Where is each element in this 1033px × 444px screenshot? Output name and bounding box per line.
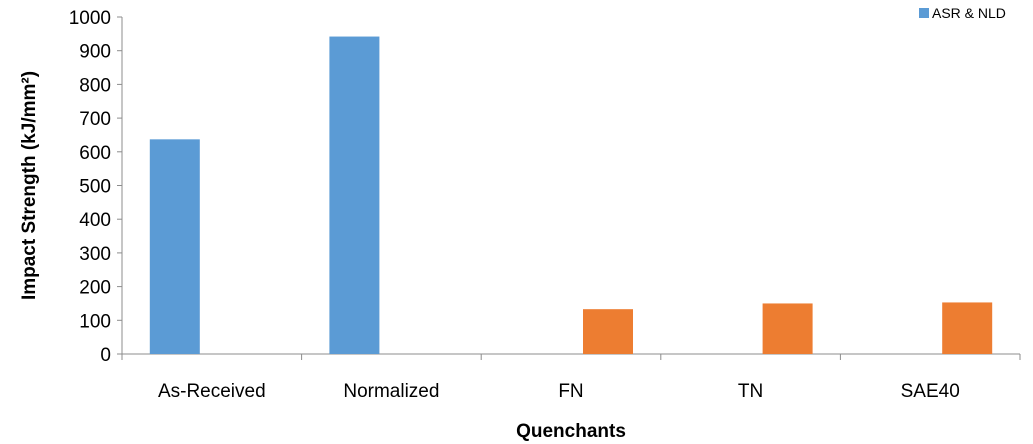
x-tick-label: Normalized xyxy=(343,381,439,402)
legend-swatch-asr-nld xyxy=(919,8,929,18)
y-axis-title: Impact Strength (kJ/mm²) xyxy=(19,71,40,300)
y-tick-label: 0 xyxy=(100,345,111,366)
bar-tn xyxy=(762,303,813,354)
bar-as-received xyxy=(149,139,200,354)
bar-sae40 xyxy=(942,302,993,354)
legend: ASR & NLD xyxy=(919,5,1006,21)
y-tick-label: 400 xyxy=(79,210,111,231)
bar-fn xyxy=(583,309,633,354)
x-tick-label: As-Received xyxy=(158,381,266,402)
plot-area: 0 100 200 300 400 500 600 700 800 900 1000 As-Recei… xyxy=(69,8,1021,402)
x-tick-label: TN xyxy=(738,381,763,402)
y-tick-label: 200 xyxy=(79,278,111,299)
y-tick-label: 600 xyxy=(79,143,111,164)
x-tick-label: SAE40 xyxy=(901,381,960,402)
y-tick-label: 500 xyxy=(79,177,111,198)
x-tick-label: FN xyxy=(558,381,583,402)
y-tick-label: 1000 xyxy=(69,8,111,29)
y-tick-label: 300 xyxy=(79,244,111,265)
x-axis-title: Quenchants xyxy=(516,421,626,442)
y-tick-label: 800 xyxy=(79,75,111,96)
y-tick-label: 700 xyxy=(79,109,111,130)
y-tick-label: 100 xyxy=(79,311,111,332)
y-tick-label: 900 xyxy=(79,42,111,63)
legend-label-asr-nld: ASR & NLD xyxy=(932,5,1006,21)
bar-normalized xyxy=(329,36,380,355)
